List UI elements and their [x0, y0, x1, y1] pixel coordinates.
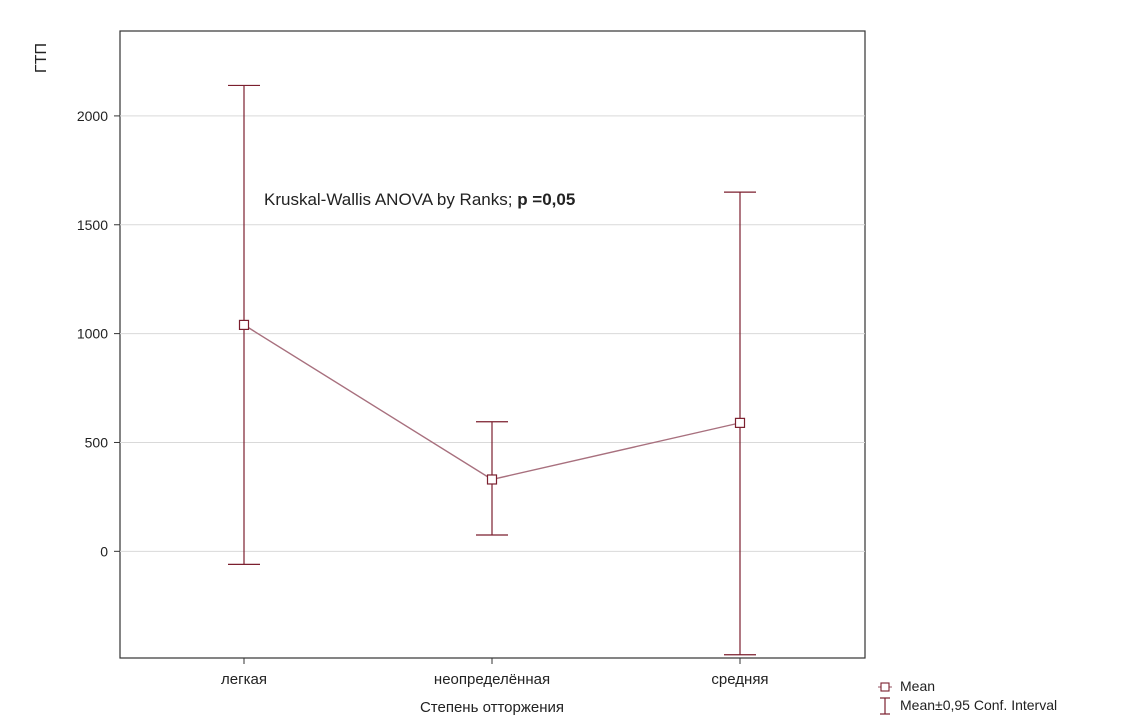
legend-mean-label: Mean: [900, 678, 935, 694]
mean-point-2: [734, 417, 746, 428]
legend-ci-icon: [880, 697, 890, 715]
annotation-pvalue: p =0,05: [517, 190, 575, 209]
y-tick-label-4: 2000: [77, 108, 108, 124]
x-tick-label-2: средняя: [711, 671, 768, 688]
x-tick-labels: легкая неопределённая средняя: [221, 658, 769, 688]
annotation-text: Kruskal-Wallis ANOVA by Ranks;: [264, 190, 517, 209]
y-axis-label: ГТП: [33, 43, 50, 73]
x-tick-label-1: неопределённая: [434, 671, 550, 688]
mean-points: [238, 319, 746, 485]
y-tick-labels: 0 500 1000 1500 2000: [77, 108, 120, 559]
y-tick-label-1: 500: [85, 434, 109, 450]
x-axis-label: Степень отторжения: [420, 699, 564, 716]
legend-ci-label: Mean±0,95 Conf. Interval: [900, 697, 1057, 713]
y-tick-label-2: 1000: [77, 326, 108, 342]
y-tick-label-3: 1500: [77, 217, 108, 233]
y-tick-label-0: 0: [100, 543, 108, 559]
x-tick-label-0: легкая: [221, 671, 267, 688]
legend: Mean Mean±0,95 Conf. Interval: [878, 678, 1057, 715]
legend-mean-icon: [878, 682, 892, 692]
mean-point-0: [238, 319, 250, 331]
mean-point-1: [486, 474, 498, 485]
annotation: Kruskal-Wallis ANOVA by Ranks; p =0,05: [264, 190, 575, 209]
